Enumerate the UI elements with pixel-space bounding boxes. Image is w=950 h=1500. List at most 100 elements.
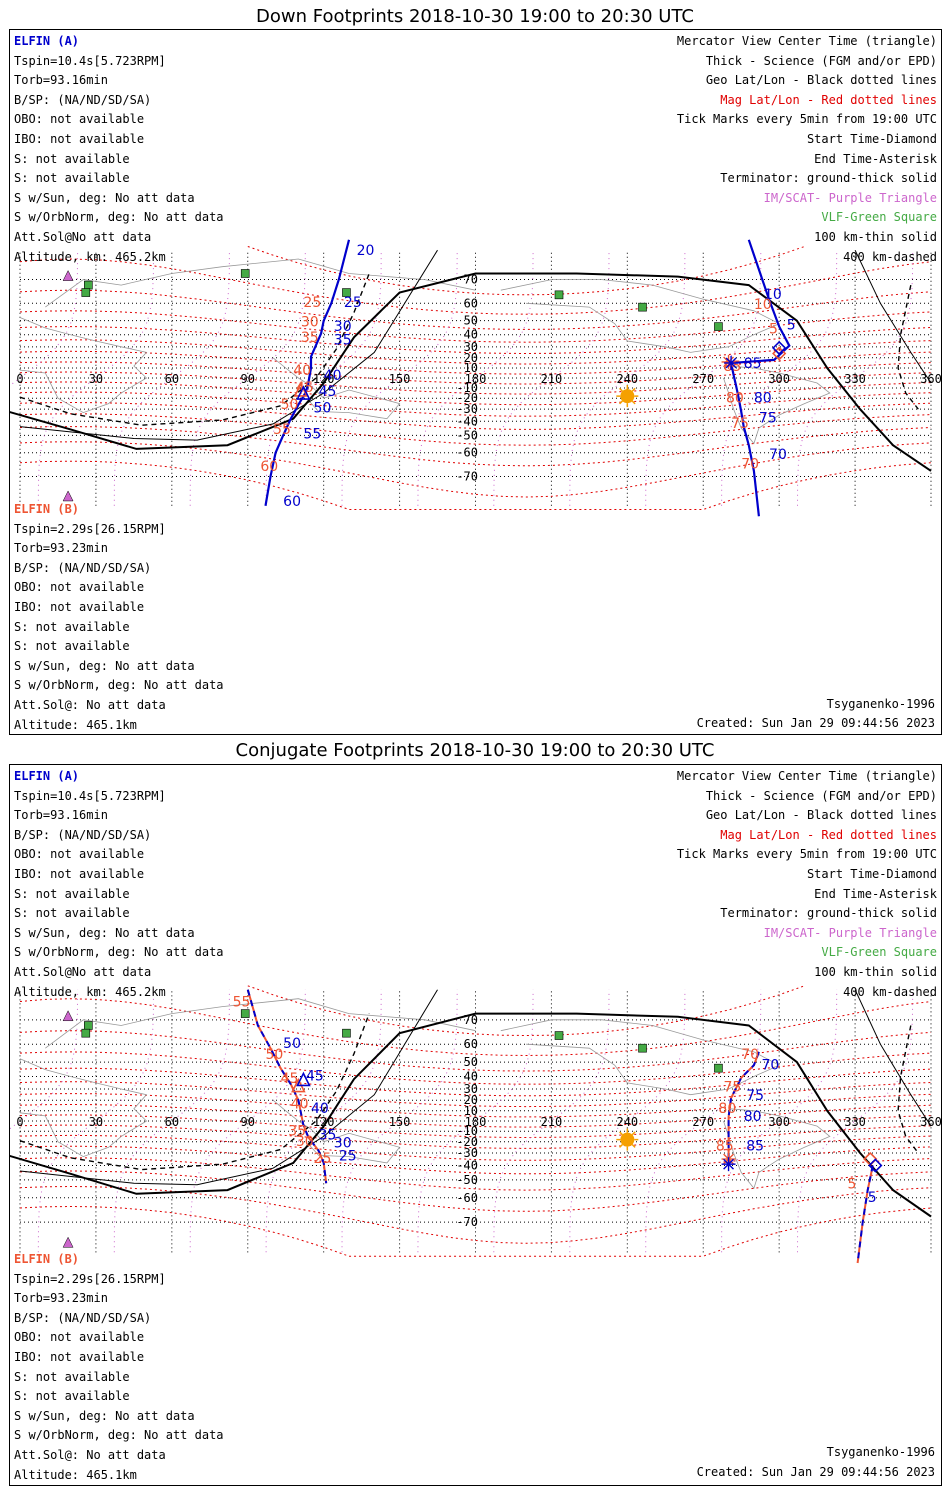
elfin-b-tick-label: 5 [769,321,778,337]
info-line: IBO: not available [14,866,145,881]
info-line: Torb=93.23min [14,541,108,556]
y-tick-label: -70 [456,469,478,483]
center-triangle-marker [296,385,311,400]
legend-item: 400 km-dashed [843,984,937,999]
legend-item: IM/SCAT- Purple Triangle [763,190,937,205]
elfin-b-tick-label: 30 [296,1134,314,1150]
sun-ray [619,400,623,405]
elfin-a-tick-label: 50 [283,1036,301,1052]
x-tick-label: 180 [465,1115,487,1129]
mag-meridian [189,989,306,1253]
elfin-b-tick-label: 5 [847,1176,856,1192]
legend-item: Thick - Science (FGM and/or EPD) [705,53,937,68]
elfin-b-tick-label: 25 [303,295,321,311]
mag-parallel [19,371,932,395]
created-label: Created: Sun Jan 29 09:44:56 2023 [696,1465,935,1479]
panel-title: Down Footprints 2018-10-30 19:00 to 20:3… [256,6,694,27]
y-tick-label: 20 [464,1093,478,1107]
imscat-marker [62,270,74,281]
elfin-a-tick-label: 30 [334,319,352,335]
mag-parallel [19,1134,932,1161]
mag-parallel [19,413,932,446]
x-tick-label: 270 [692,372,714,386]
sun-ray [631,1131,636,1136]
info-line: S w/Sun, deg: No att data [14,658,195,673]
elfin-a-tick-label: 10 [764,287,782,303]
elfin-a-tick-label: 5 [868,1190,877,1206]
info-line: IBO: not available [14,1349,145,1364]
info-line: S w/Sun, deg: No att data [14,190,195,205]
elfin-a-tick-label: 40 [324,368,342,384]
elfin-b-tick-label: 60 [260,459,278,475]
elfin-a-header: ELFIN (A) [14,34,80,48]
x-tick-label: 360 [920,372,941,386]
elfin-a-track [246,989,328,1184]
y-tick-label: -20 [456,391,478,405]
elfin-a-tick-label: 85 [744,356,762,372]
vlf-station-marker [554,290,564,300]
mag-meridian [265,989,382,1253]
vlf-station-marker [240,269,250,278]
elfin-a-tick-label: 30 [334,1135,352,1151]
elfin-a-tick-label: 75 [759,411,777,427]
map-canvas: 0 30 60 90 120 150 180 210 240 270 300 330 360 70 60 50… [10,239,941,517]
x-tick-label: 90 [241,372,255,386]
info-line: S w/OrbNorm, deg: No att data [14,945,224,960]
x-tick-label: 0 [16,1115,23,1129]
info-line: Tspin=2.29s[26.15RPM] [14,521,166,536]
info-line: Tspin=10.4s[5.723RPM] [14,788,166,803]
y-tick-label: 10 [464,1104,478,1118]
y-tick-label: 40 [464,1070,478,1084]
info-line: S: not available [14,906,130,921]
mag-parallel [19,1170,932,1212]
mag-meridian [10,989,79,1130]
legend-item: 400 km-dashed [843,249,937,264]
elfin-a-tick-label: 55 [303,426,321,442]
elfin-b-tick-label: 55 [273,422,291,438]
legend-item: Mag Lat/Lon - Red dotted lines [720,92,937,107]
elfin-a-tick-label: 35 [319,1128,337,1144]
x-tick-label: 240 [616,1115,638,1129]
sun-icon [620,1132,635,1147]
mag-parallel [19,1114,932,1139]
coastline [723,365,831,445]
mag-parallel [19,1124,932,1149]
sun-ray [619,1144,623,1148]
y-tick-label: 70 [464,1013,478,1027]
vlf-station-marker [84,1021,93,1030]
map-frame: 0 30 60 90 120 150 180 210 240 270 300 330 360 70 60 50… [9,764,942,1486]
mag-parallel [19,441,932,498]
x-tick-label: 330 [844,1115,866,1129]
legend-item: 100 km-thin solid [814,229,937,244]
info-line: Tspin=10.4s[5.723RPM] [14,53,166,68]
mag-parallel [19,381,932,406]
vlf-station-marker [84,280,93,290]
mag-parallel [19,339,932,365]
elfin-b-tick-label: 40 [293,363,311,379]
x-tick-label: 210 [541,1115,563,1129]
mag-parallel [19,1081,932,1108]
info-line: OBO: not available [14,112,145,127]
vlf-station-marker [342,288,351,297]
x-tick-label: 120 [313,372,335,386]
elfin-a-track [264,239,351,506]
info-line: Att.Sol@No att data [14,229,152,244]
elfin-a-tick-label: 20 [357,243,375,259]
vlf-station-marker [342,1028,351,1038]
elfin-a-tick-label: 25 [339,1148,357,1164]
imscat-marker [62,1236,74,1248]
vlf-station-marker [638,1043,647,1053]
y-tick-label: 60 [464,296,478,310]
y-tick-label: -60 [456,446,478,460]
vlf-station-marker [240,1009,250,1018]
info-line: B/SP: (NA/ND/SD/SA) [14,1310,152,1325]
elfin-b-tick-label: 70 [741,1047,759,1063]
mag-parallel [247,985,805,1037]
imscat-marker [62,490,74,502]
end-asterisk-marker [725,357,737,369]
info-line: S w/OrbNorm, deg: No att data [14,210,224,225]
elfin-a-tick-label: 50 [314,401,332,417]
x-tick-label: 360 [920,1115,941,1129]
y-tick-label: 10 [464,361,478,375]
start-diamond-marker [772,346,787,361]
